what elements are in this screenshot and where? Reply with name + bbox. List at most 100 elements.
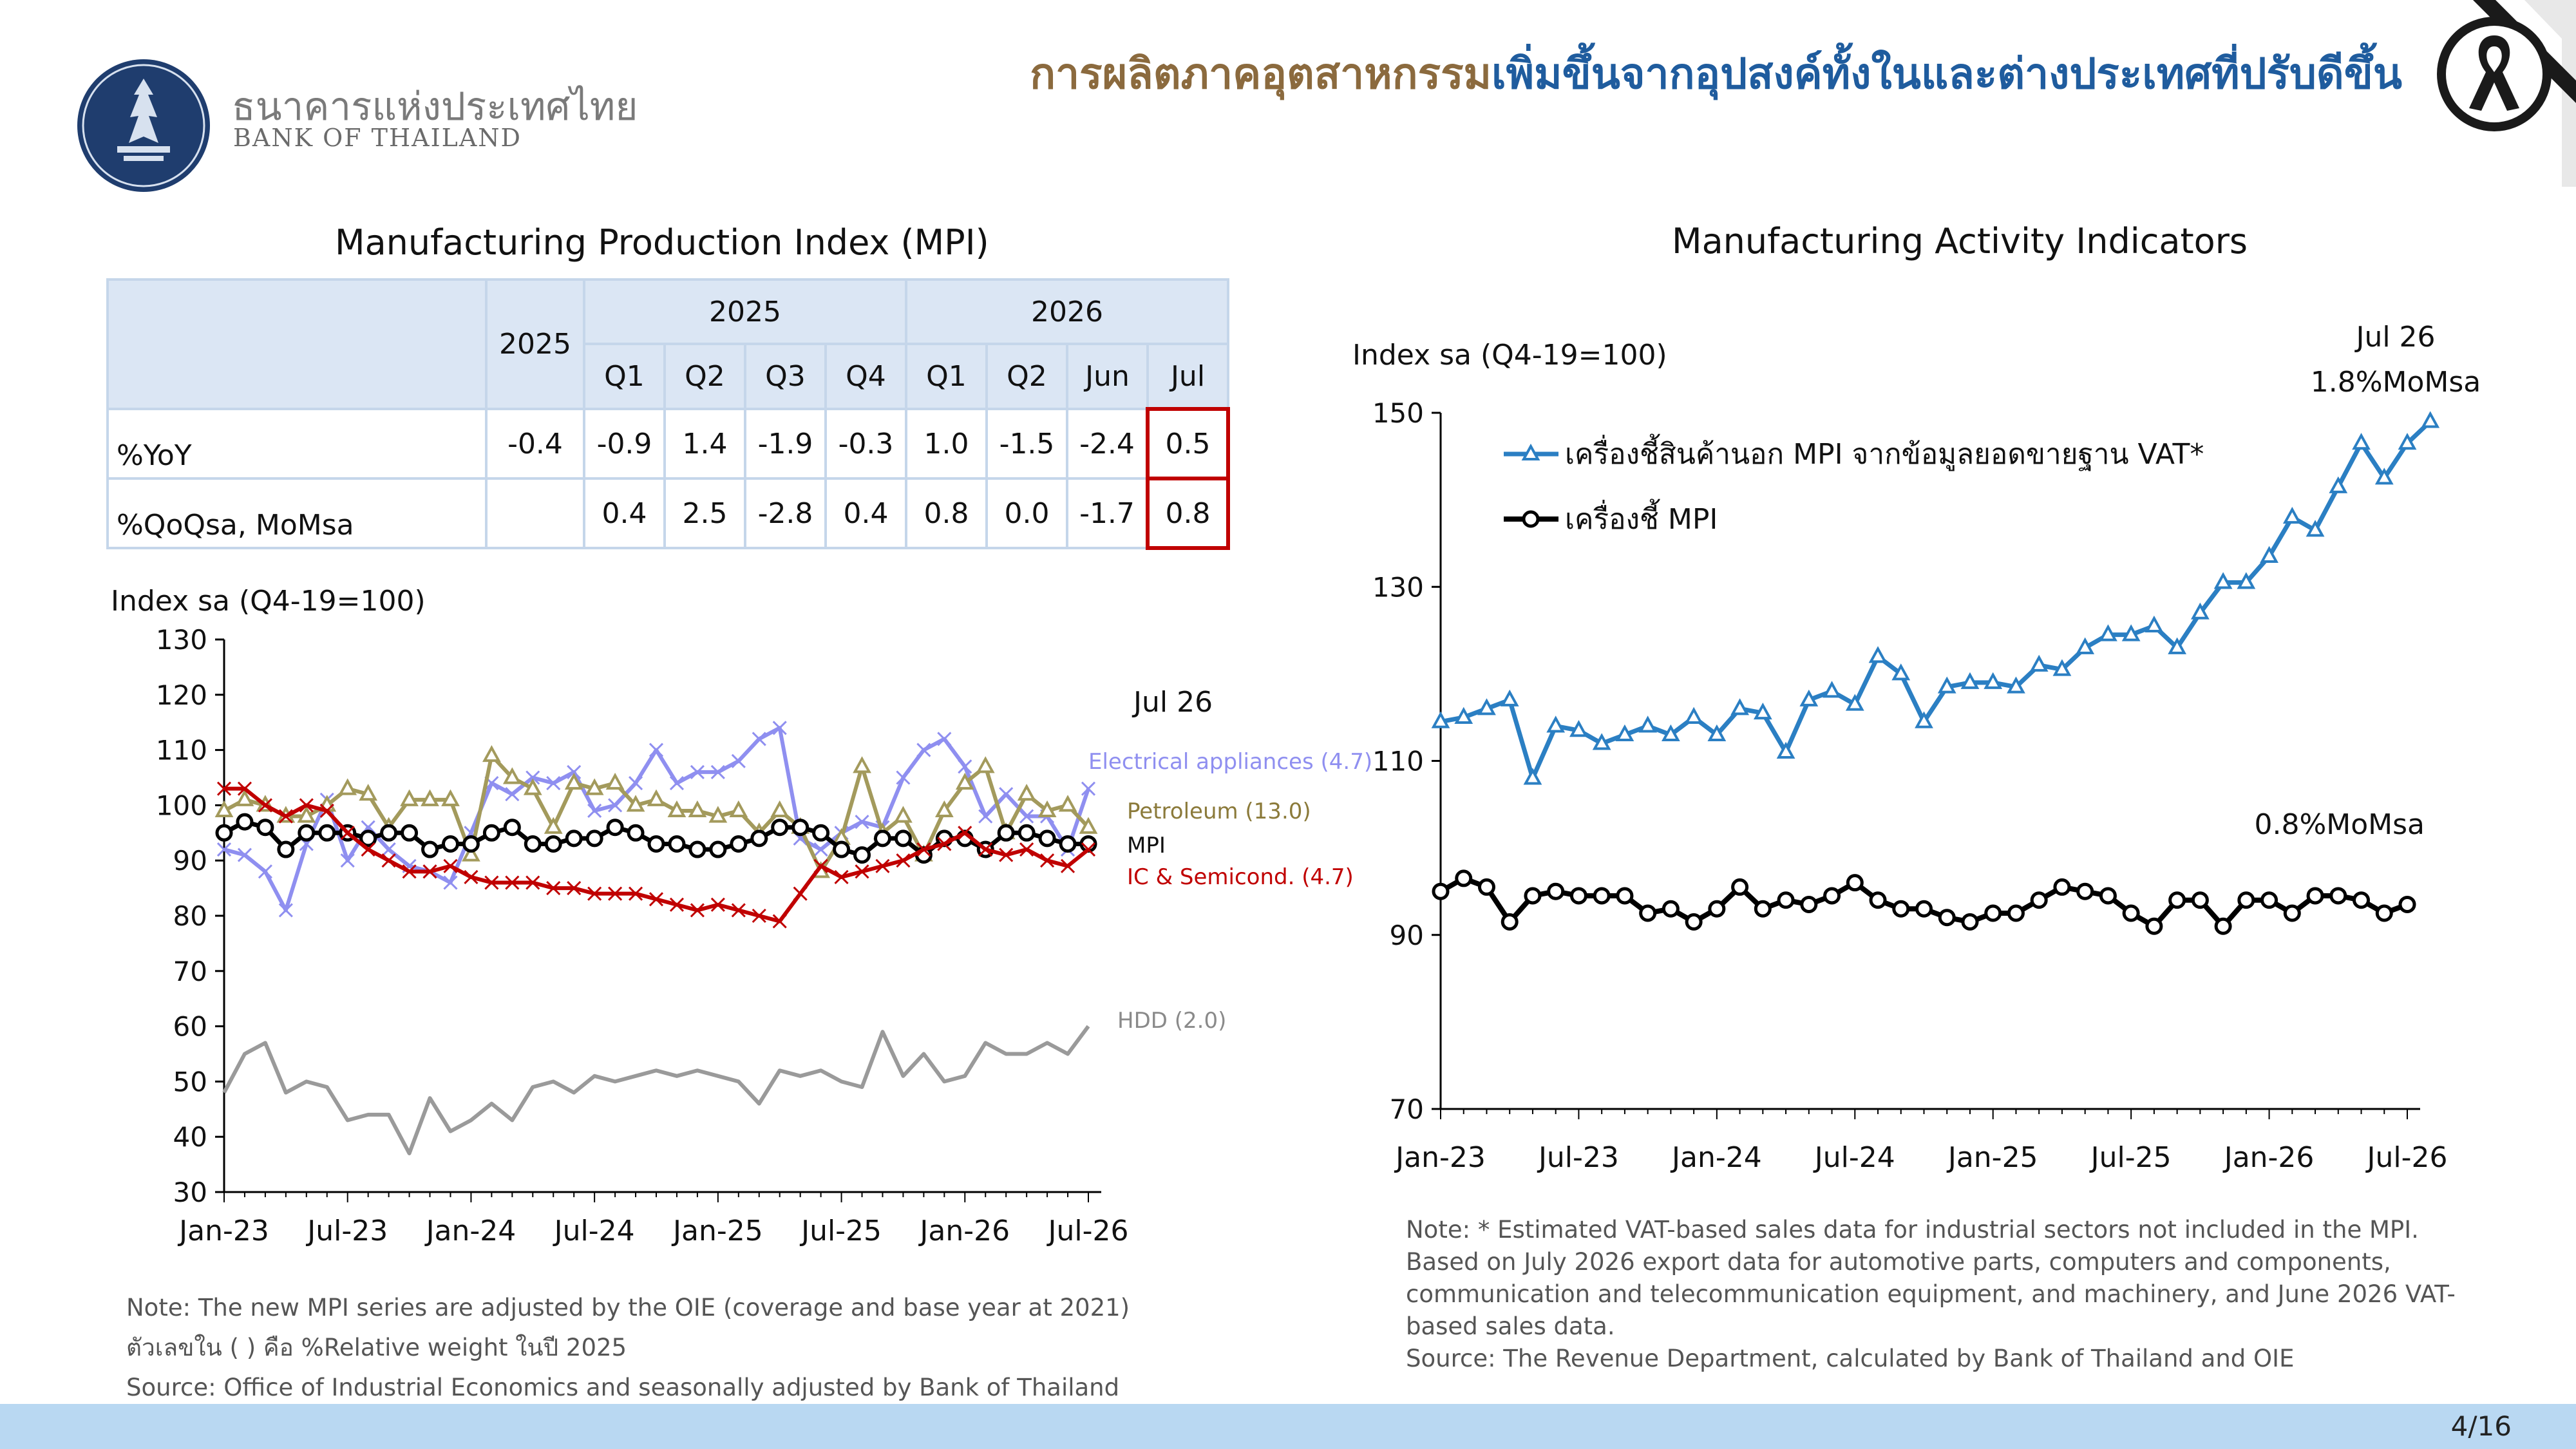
series-vat-indicator: [1431, 411, 2440, 785]
mpi-title: Manufacturing Production Index (MPI): [335, 222, 989, 263]
data-point-x: [526, 875, 540, 890]
data-point-triangle: [1592, 733, 1611, 750]
x-tick-label: Jan-23: [1394, 1141, 1486, 1174]
data-point-circle: [2007, 904, 2025, 922]
table-cell: -2.4: [1066, 408, 1149, 480]
data-point-x: [999, 787, 1014, 802]
data-point-circle: [1593, 887, 1611, 905]
data-point-x: [772, 914, 787, 929]
data-point-x: [937, 732, 952, 746]
data-point-triangle: [605, 772, 625, 790]
data-point-x: [258, 798, 272, 813]
data-point-triangle: [2099, 624, 2117, 641]
data-point-circle: [2283, 904, 2301, 922]
table-header-group-2026: 2026: [905, 278, 1229, 345]
data-point-circle: [441, 835, 459, 853]
data-point-triangle: [1037, 800, 1057, 817]
data-point-circle: [1501, 913, 1519, 931]
data-point-triangle: [1079, 817, 1098, 834]
data-point-circle: [401, 824, 419, 842]
table-subheader: Q2: [985, 343, 1068, 410]
series-label: Electrical appliances (4.7): [1088, 749, 1372, 775]
data-point-triangle: [2398, 433, 2417, 450]
data-point-triangle: [647, 789, 666, 806]
row-label-yoy: %YoY: [106, 408, 488, 480]
data-point-circle: [1800, 895, 1818, 913]
table-cell: -2.8: [744, 477, 827, 549]
data-point-x: [875, 858, 890, 873]
data-point-x: [731, 753, 746, 768]
data-point-triangle: [1661, 724, 1680, 741]
series-label: HDD (2.0): [1117, 1008, 1226, 1034]
data-point-x: [505, 875, 520, 890]
data-point-triangle: [2145, 615, 2164, 633]
data-point-x: [1019, 842, 1034, 857]
y-tick-label: 110: [156, 735, 207, 766]
table-cell: [485, 477, 585, 549]
data-point-circle: [462, 835, 480, 853]
data-point-triangle: [2076, 637, 2095, 654]
table-cell: -0.4: [485, 408, 585, 480]
data-point-x: [587, 803, 602, 819]
table-cell: -0.9: [583, 408, 666, 480]
activity-line-chart: Index sa (Q4-19=100) Jul 26 1.8%MoMsa 0.…: [1352, 321, 2481, 1174]
table-cell-highlighted: 0.8: [1146, 477, 1230, 550]
data-point-circle: [256, 819, 274, 837]
data-point-triangle: [297, 806, 316, 823]
data-point-triangle: [955, 772, 974, 790]
data-point-triangle: [235, 789, 254, 806]
data-point-circle: [730, 835, 748, 853]
data-point-circle: [1569, 887, 1587, 905]
data-point-triangle: [1891, 663, 1911, 681]
data-point-x: [361, 842, 375, 857]
table-header-annual: 2025: [485, 278, 585, 410]
data-point-triangle: [462, 844, 480, 862]
data-point-x: [710, 897, 725, 912]
data-point-x: [567, 764, 582, 779]
legend-label: เครื่องชี้ MPI: [1565, 498, 1718, 536]
data-point-triangle: [2007, 676, 2025, 694]
data-point-x: [567, 881, 582, 896]
data-point-x: [731, 903, 746, 918]
data-point-x: [628, 776, 643, 791]
right-note-2: Based on July 2026 export data for autom…: [1406, 1248, 2391, 1276]
x-tick-label: Jul-24: [553, 1215, 635, 1247]
data-point-triangle: [1523, 768, 1542, 785]
data-point-x: [793, 886, 808, 901]
table-cell: 0.0: [985, 477, 1068, 549]
bank-name-thai: ธนาคารแห่งประเทศไทย: [232, 84, 638, 129]
bank-logo: [77, 59, 210, 192]
row-label-qoq: %QoQsa, MoMsa: [106, 477, 488, 549]
x-tick-label: Jul-24: [1813, 1141, 1895, 1174]
data-point-triangle: [894, 806, 913, 823]
data-point-x: [381, 842, 396, 857]
x-tick-label: Jan-24: [1670, 1141, 1762, 1174]
data-point-triangle: [1569, 720, 1588, 737]
series-hdd: [222, 1025, 1090, 1155]
data-point-circle: [1915, 900, 1933, 918]
data-point-circle: [997, 824, 1015, 842]
right-note-1: Note: * Estimated VAT-based sales data f…: [1406, 1216, 2419, 1244]
x-tick-label: Jan-25: [671, 1215, 763, 1247]
data-point-x: [1019, 809, 1034, 824]
data-point-circle: [1477, 878, 1495, 896]
right-annotation-bottom: 0.8%MoMsa: [2254, 808, 2425, 841]
table-subheader: Q3: [744, 343, 827, 410]
right-note-4: based sales data.: [1406, 1312, 1615, 1340]
data-point-x: [484, 875, 499, 890]
y-tick-label: 130: [156, 624, 207, 656]
data-point-x: [649, 743, 664, 757]
headline-part-2: เพิ่มขึ้นจากอุปสงค์ทั้งในและต่างประเทศที…: [1492, 49, 2402, 99]
footer-bar: [0, 1404, 2576, 1449]
x-tick-label: Jan-26: [2222, 1141, 2315, 1174]
left-note-1: Note: The new MPI series are adjusted by…: [126, 1294, 1130, 1321]
right-annotation-top: 1.8%MoMsa: [2311, 366, 2481, 399]
table-subheader: Jun: [1066, 343, 1149, 410]
data-point-circle: [2260, 891, 2278, 909]
data-point-x: [216, 842, 232, 857]
data-point-circle: [1616, 887, 1634, 905]
data-point-circle: [1432, 882, 1450, 900]
data-point-x: [958, 759, 972, 774]
y-tick-label: 100: [156, 790, 207, 821]
data-point-circle: [1455, 869, 1473, 887]
